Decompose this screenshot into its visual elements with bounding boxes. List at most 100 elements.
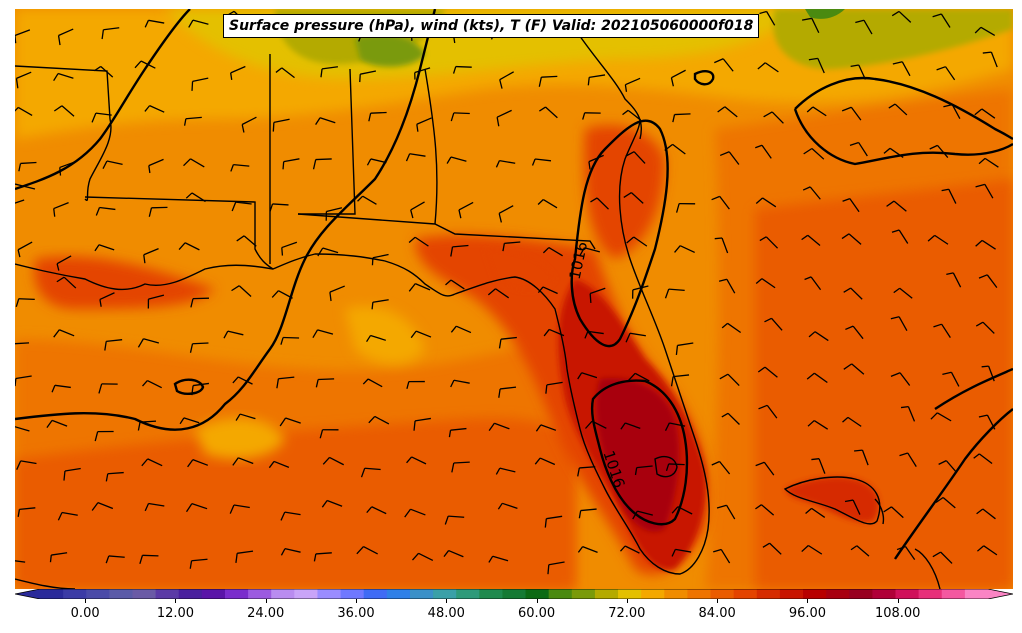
- wind-barb-shaft: [983, 545, 998, 556]
- wind-barb-shaft: [764, 62, 779, 73]
- wind-barb-shaft: [51, 419, 68, 427]
- wind-barb-flag: [281, 247, 284, 256]
- plot-title: Surface pressure (hPa), wind (kts), T (F…: [223, 14, 760, 38]
- wind-barb-flag: [405, 153, 411, 162]
- wind-barb-shaft: [889, 147, 904, 158]
- wind-barb-shaft: [542, 198, 558, 209]
- colorbar-tick-label: 12.00: [156, 606, 195, 621]
- wind-barb-flag: [137, 422, 141, 431]
- wind-barb-shaft: [545, 106, 558, 119]
- wind-barb-flag: [933, 323, 942, 328]
- wind-barb-flag: [711, 460, 720, 466]
- wind-barb-shaft: [15, 560, 26, 563]
- wind-barb-shaft: [147, 379, 162, 389]
- wind-barb-shaft: [243, 235, 257, 247]
- wind-barb-flag: [229, 504, 235, 514]
- wind-barb-flag: [758, 404, 768, 410]
- wind-barb-shaft: [850, 106, 862, 121]
- wind-barb-flag: [404, 508, 411, 518]
- colorbar-segment: [63, 589, 87, 599]
- wind-barb-flag: [15, 78, 19, 89]
- colorbar-segment: [40, 589, 64, 599]
- wind-barb-flag: [975, 321, 984, 327]
- wind-barb-shaft: [317, 329, 334, 335]
- wind-barb-shaft: [372, 299, 389, 303]
- wind-barb-shaft: [771, 317, 783, 331]
- wind-barb-shaft: [273, 118, 290, 123]
- wind-barb-flag: [982, 51, 992, 54]
- wind-barb-shaft: [539, 457, 556, 466]
- wind-barb-flag: [362, 378, 369, 385]
- wind-barb-shaft: [945, 66, 956, 81]
- colorbar-tick-mark: [626, 599, 628, 603]
- wind-barb-flag: [883, 147, 891, 154]
- wind-barb-shaft: [940, 551, 953, 564]
- wind-barb-flag: [189, 560, 193, 569]
- wind-barb-shaft: [856, 545, 870, 557]
- wind-barb-flag: [101, 29, 105, 40]
- wind-barb-flag: [973, 453, 980, 459]
- wind-barb-flag: [665, 463, 670, 471]
- wind-barb-shaft: [769, 542, 782, 555]
- wind-barb-shaft: [372, 253, 389, 259]
- wind-barb-flag: [56, 263, 60, 271]
- wind-barb-flag: [15, 298, 20, 308]
- wind-barb-shaft: [982, 508, 996, 520]
- wind-barb-flag: [674, 245, 681, 253]
- wind-barb-flag: [268, 461, 275, 469]
- wind-barb-flag: [321, 500, 328, 508]
- wind-barb-flag: [366, 158, 372, 166]
- colorbar-tick-label: 48.00: [427, 606, 465, 621]
- colorbar-segment: [456, 589, 480, 599]
- wind-barb-flag: [545, 384, 548, 394]
- wind-barb-flag: [144, 105, 151, 112]
- wind-barb-shaft: [193, 382, 210, 387]
- wind-barb-flag: [801, 234, 809, 241]
- wind-barb-flag: [496, 117, 500, 127]
- wind-barb-flag: [670, 77, 674, 87]
- wind-barb-flag: [844, 499, 854, 503]
- wind-barb-flag: [619, 545, 626, 552]
- wind-barb-shaft: [239, 413, 256, 420]
- wind-barb-shaft: [416, 117, 432, 125]
- wind-barb-shaft: [727, 373, 740, 386]
- wind-barb-flag: [538, 77, 542, 87]
- wind-barb-shaft: [450, 427, 467, 431]
- wind-barb-shaft: [409, 153, 426, 157]
- wind-barb-shaft: [370, 334, 387, 341]
- wind-barb-flag: [315, 117, 321, 126]
- wind-barb-flag: [179, 417, 185, 425]
- wind-barb-flag: [717, 106, 726, 113]
- colorbar-tick-mark: [356, 599, 357, 603]
- wind-barb-shaft: [674, 113, 691, 116]
- wind-barb-shaft: [367, 378, 383, 388]
- wind-barb-shaft: [986, 414, 996, 430]
- wind-barb-flag: [271, 290, 279, 298]
- wind-barb-shaft: [315, 552, 332, 555]
- wind-barb-flag: [371, 302, 374, 310]
- wind-barb-flag: [53, 208, 56, 217]
- wind-barb-shaft: [284, 548, 301, 553]
- wind-barb-shaft: [495, 288, 510, 299]
- wind-barb-shaft: [321, 66, 339, 70]
- wind-barb-flag: [719, 151, 730, 157]
- wind-barb-flag: [498, 213, 503, 223]
- wind-barb-flag: [582, 112, 586, 120]
- wind-barb-flag: [17, 249, 21, 258]
- wind-barb-flag: [185, 192, 193, 199]
- wind-barb-shaft: [106, 339, 123, 343]
- wind-barb-flag: [497, 502, 503, 510]
- wind-barb-shaft: [238, 285, 252, 298]
- wind-barb-flag: [51, 385, 56, 393]
- wind-barb-flag: [755, 461, 765, 467]
- wind-barb-flag: [927, 234, 936, 242]
- wind-barb-flag: [978, 274, 988, 279]
- wind-barb-shaft: [494, 422, 510, 430]
- wind-barb-flag: [888, 103, 896, 109]
- wind-barb-shaft: [58, 28, 74, 37]
- wind-barb-flag: [450, 325, 457, 333]
- wind-barb-flag: [624, 84, 628, 92]
- wind-barb-shaft: [283, 158, 300, 163]
- wind-barb-shaft: [272, 203, 289, 206]
- wind-barb-shaft: [765, 236, 779, 249]
